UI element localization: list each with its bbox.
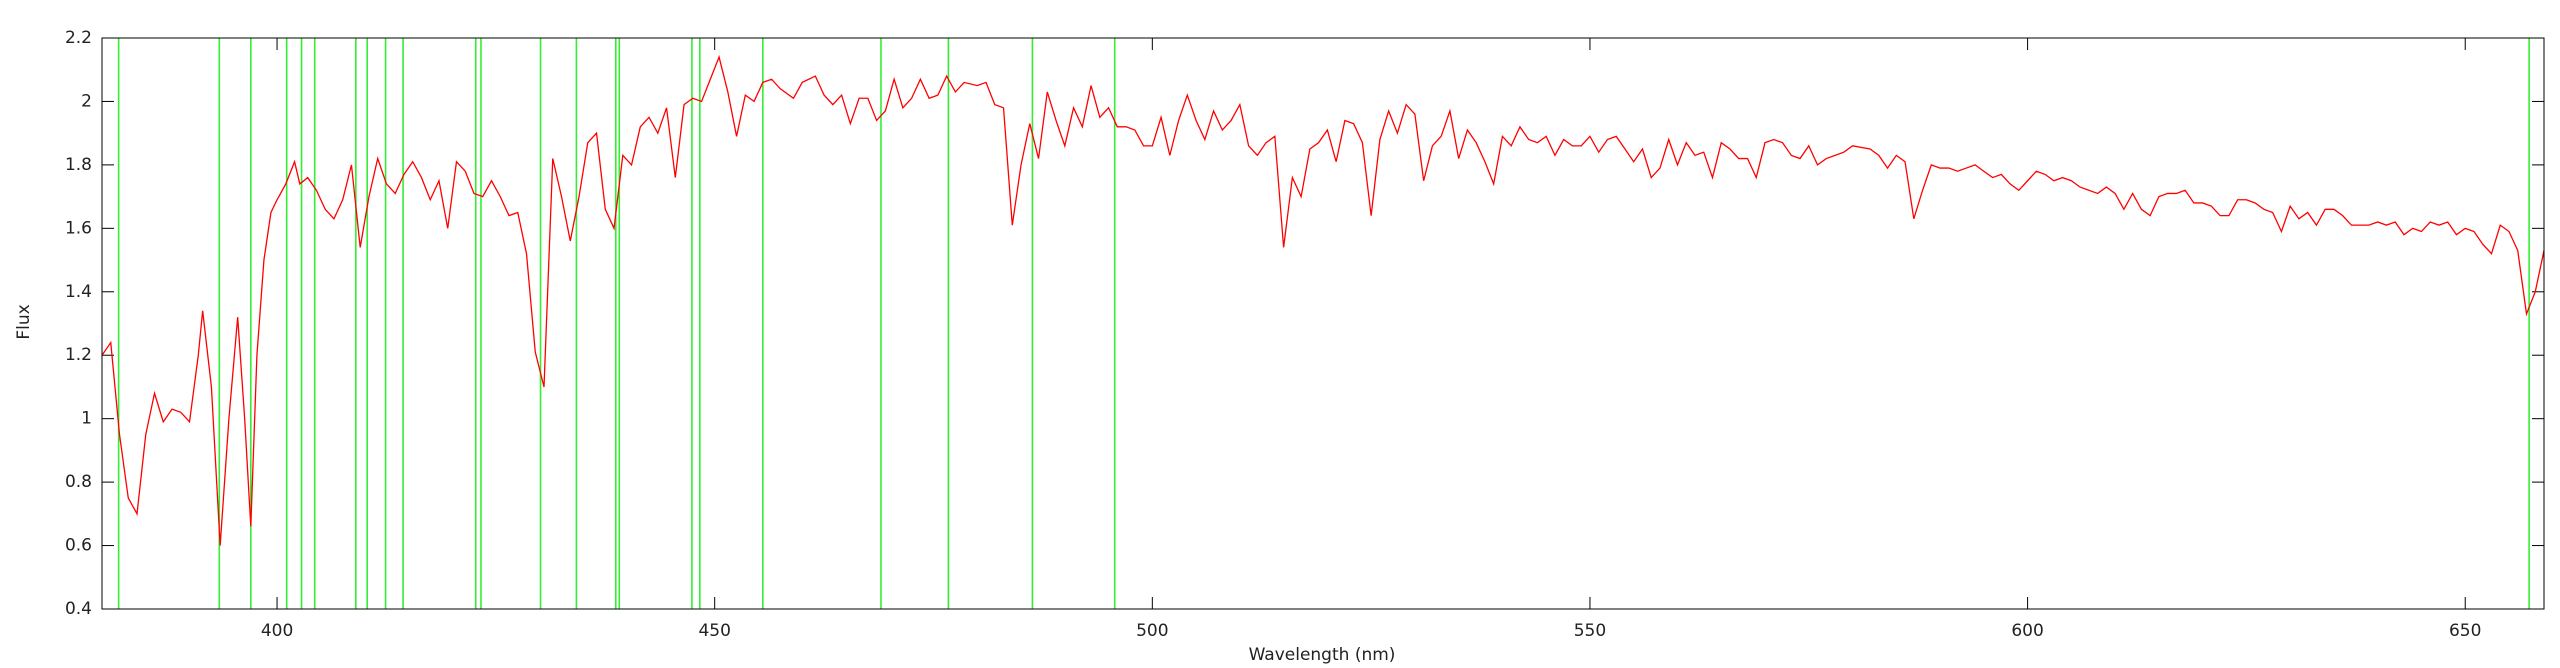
y-tick-label: 0.6: [65, 536, 92, 556]
y-tick-label: 2.2: [65, 28, 92, 48]
x-tick-label: 600: [2011, 621, 2043, 641]
x-tick-label: 650: [2449, 621, 2481, 641]
x-tick-label: 450: [698, 621, 730, 641]
y-tick-label: 1.6: [65, 218, 92, 238]
y-tick-label: 1: [81, 409, 92, 429]
y-tick-label: 0.4: [65, 599, 92, 619]
y-tick-label: 0.8: [65, 472, 92, 492]
plot-frame: [101, 37, 2545, 610]
spectrum-line: [101, 54, 2545, 546]
y-axis-label: Flux: [14, 304, 34, 339]
x-tick-label: 500: [1136, 621, 1168, 641]
x-tick-label: 400: [261, 621, 293, 641]
y-tick-label: 1.8: [65, 155, 92, 175]
x-axis-label: Wavelength (nm): [1249, 645, 1396, 665]
y-tick-label: 1.2: [65, 345, 92, 365]
y-tick-label: 1.4: [65, 282, 92, 302]
x-tick-label: 550: [1574, 621, 1606, 641]
y-tick-label: 2: [81, 91, 92, 111]
